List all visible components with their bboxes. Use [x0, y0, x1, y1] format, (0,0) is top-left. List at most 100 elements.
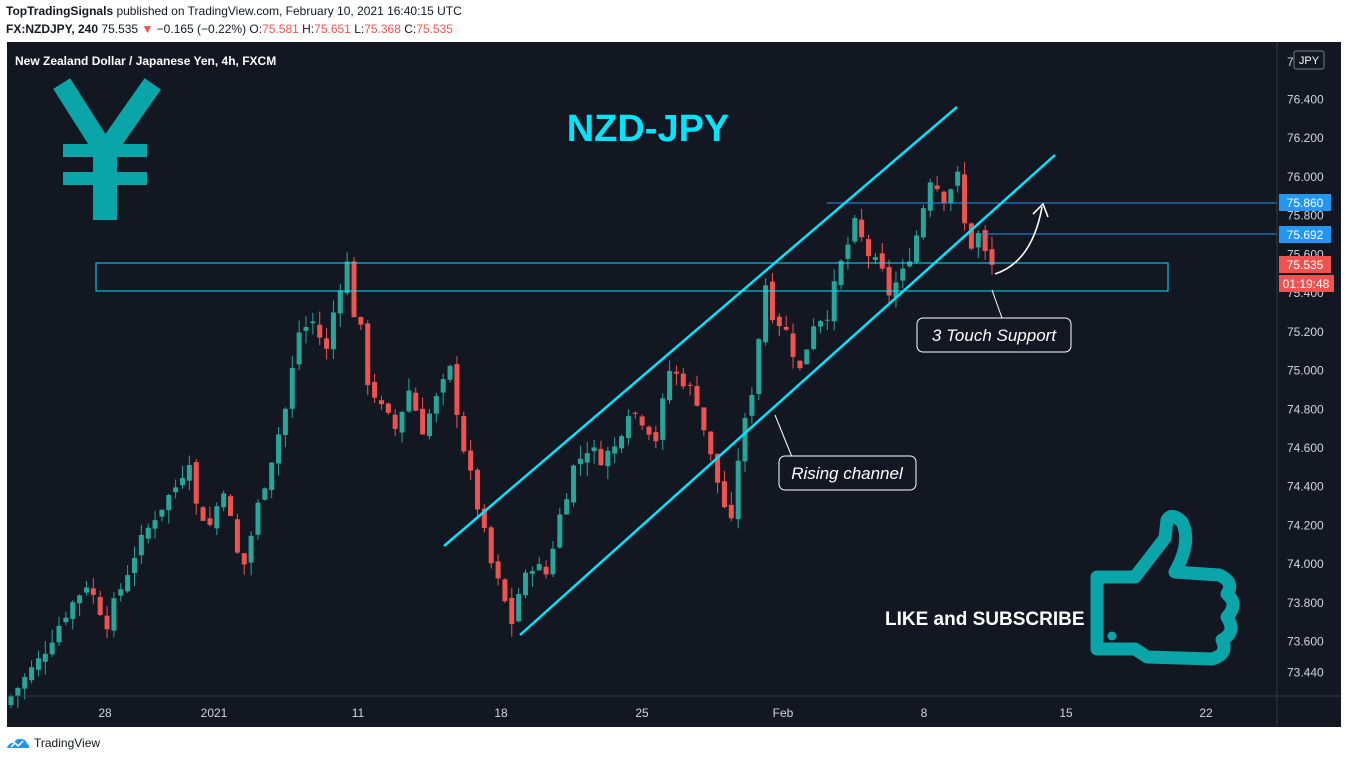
candle-body [104, 615, 110, 630]
candles-layer [8, 162, 995, 709]
countdown-label [1279, 275, 1334, 292]
symbol-label: FX:NZDJPY, 240 [6, 22, 99, 36]
candle-body [125, 575, 131, 592]
candle-body [859, 219, 865, 238]
candle-body [632, 412, 638, 414]
candle-body [255, 502, 261, 535]
time-tick-label: 8 [921, 706, 928, 720]
candle-body [619, 436, 625, 449]
candle-body [721, 481, 727, 508]
candle-body [303, 327, 309, 331]
candle-body [138, 534, 144, 556]
candle-body [495, 561, 501, 579]
candle-body [111, 598, 117, 631]
candle-body [241, 553, 247, 565]
candle-body [474, 469, 480, 510]
candle-body [358, 316, 364, 325]
candle-body [70, 602, 76, 619]
candle-body [433, 395, 439, 414]
candle-body [701, 407, 707, 431]
footer: TradingView [6, 736, 100, 750]
candle-body [776, 316, 782, 327]
candle-body [413, 392, 419, 411]
open-label: O: [249, 22, 263, 36]
price-tick-label: 75.200 [1287, 325, 1324, 339]
channel-callout-box[interactable] [778, 455, 917, 491]
footer-brand[interactable]: TradingView [34, 736, 101, 750]
chart-area[interactable]: 3 Touch Support Rising channel New Zeala… [7, 42, 1341, 727]
candle-body [378, 400, 384, 405]
time-tick-label: 22 [1199, 706, 1213, 720]
candle-body [392, 414, 398, 429]
candle-body [852, 218, 858, 242]
candle-body [673, 371, 679, 374]
candle-body [488, 527, 494, 564]
close-label: C: [404, 22, 417, 36]
candle-body [131, 558, 137, 573]
candle-body [461, 416, 467, 452]
candle-body [763, 285, 769, 343]
candle-body [817, 321, 823, 327]
candle-body [83, 587, 89, 593]
high-label: H: [302, 22, 315, 36]
candle-body [152, 520, 158, 529]
support-zone[interactable] [95, 262, 1169, 292]
candle-body [481, 508, 487, 528]
candle-body [646, 426, 652, 435]
thumbs-up-icon [1090, 510, 1240, 666]
price-tick-label: 74.200 [1287, 518, 1324, 532]
candle-body [221, 493, 227, 508]
channel-upper-line[interactable] [443, 106, 958, 547]
level-low-value: 75.692 [1287, 228, 1324, 242]
level-low-label [1279, 226, 1331, 243]
candle-body [15, 687, 21, 696]
author-name[interactable]: TopTradingSignals [6, 4, 114, 18]
candle-body [756, 339, 762, 395]
time-tick-label: 15 [1059, 706, 1073, 720]
candle-body [824, 319, 830, 321]
price-tick-label: 76.000 [1287, 170, 1324, 184]
candle-body [276, 434, 282, 464]
price-tick-label: 74.800 [1287, 402, 1324, 416]
candle-body [420, 408, 426, 435]
candle-body [180, 477, 186, 486]
candle-body [365, 323, 371, 386]
last-price: 75.535 [101, 22, 139, 36]
candle-body [166, 495, 172, 511]
candle-body [516, 593, 522, 622]
price-tick-label: 75.800 [1287, 209, 1324, 223]
candle-body [234, 519, 240, 553]
currency-badge[interactable] [1293, 50, 1325, 70]
price-scale[interactable] [1277, 42, 1341, 696]
channel-callout-pointer [774, 414, 793, 458]
candle-body [262, 488, 268, 500]
time-tick-label: 2021 [201, 706, 228, 720]
chart-svg[interactable]: 3 Touch Support Rising channel New Zeala… [7, 42, 1341, 727]
candle-body [639, 416, 645, 426]
change-value: −0.165 (−0.22%) [156, 22, 247, 36]
time-scale-ticks: 28 2021 11 18 25 Feb 8 15 22 [98, 706, 1213, 720]
candle-body [557, 514, 563, 548]
high-value: 75.651 [314, 22, 351, 36]
candle-body [927, 182, 933, 211]
support-callout-box[interactable] [916, 317, 1072, 353]
candle-body [502, 579, 508, 602]
candle-body [612, 446, 618, 454]
yen-icon [53, 78, 161, 220]
time-tick-label: Feb [773, 706, 794, 720]
time-tick-label: 25 [635, 706, 649, 720]
candle-body [948, 189, 954, 203]
candle-body [90, 588, 96, 595]
candle-body [571, 465, 577, 503]
candle-body [426, 413, 432, 437]
candle-body [831, 281, 837, 322]
candle-body [118, 589, 124, 596]
candle-body [838, 260, 844, 286]
candle-body [56, 625, 62, 643]
candle-body [296, 332, 302, 365]
candle-body [269, 462, 275, 490]
channel-lower-line[interactable] [519, 154, 1056, 636]
candle-body [145, 527, 151, 539]
price-tick-label: 74.600 [1287, 441, 1324, 455]
candle-body [687, 384, 693, 386]
